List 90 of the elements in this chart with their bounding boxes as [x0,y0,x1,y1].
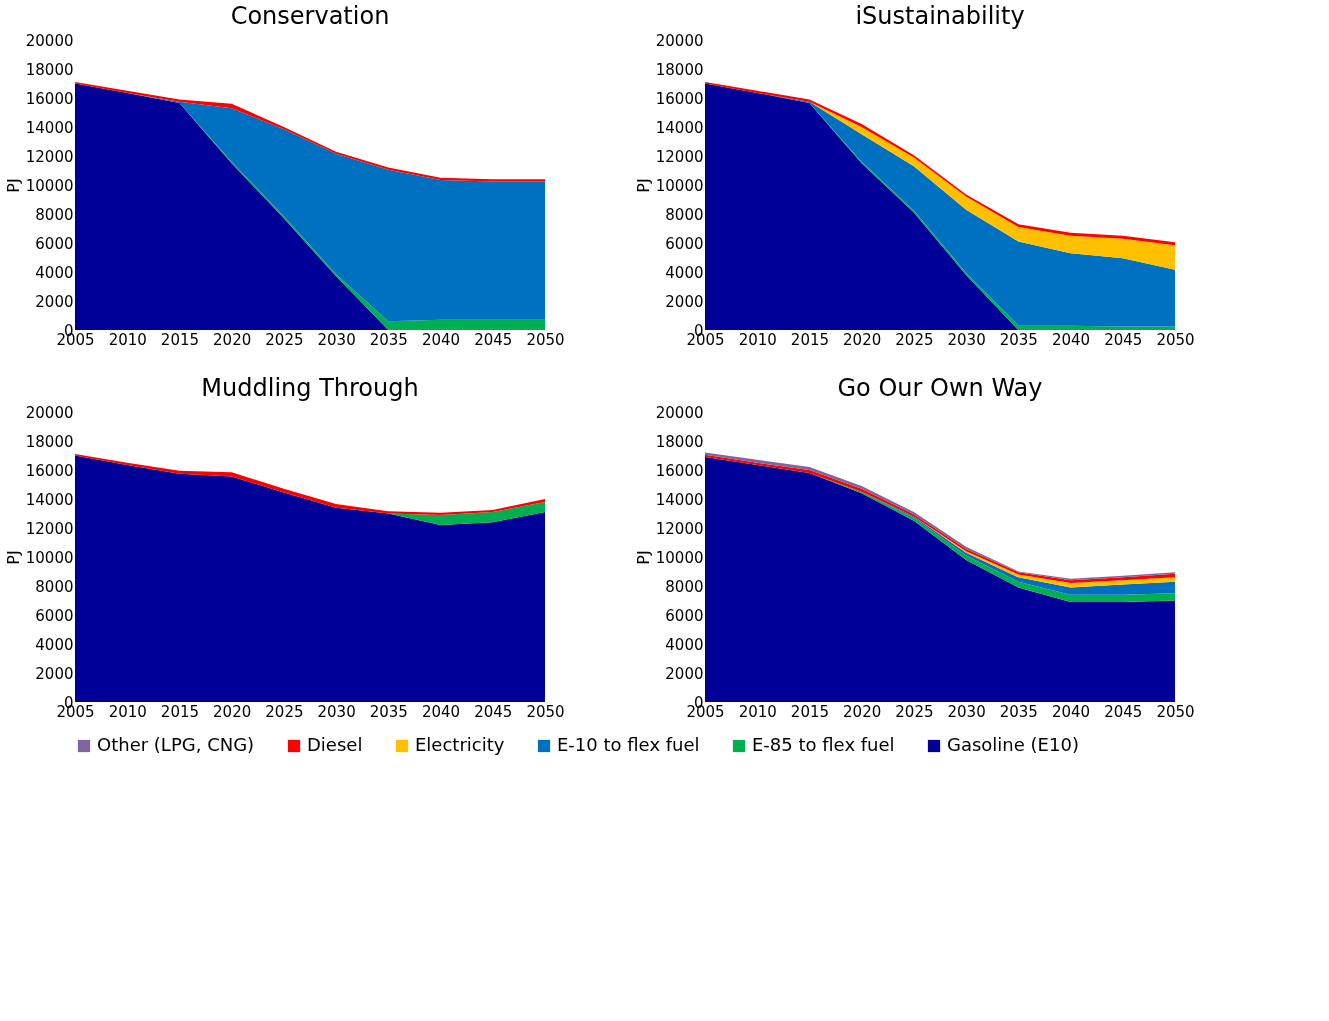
chart-title: Muddling Through [201,374,419,402]
y-tick-label: 8000 [665,205,704,224]
x-tick-label: 2015 [790,330,830,349]
legend-label: Diesel [307,734,363,755]
y-tick-label: 20000 [655,403,704,422]
y-tick-label: 4000 [665,263,704,282]
y-axis-title: PJ [633,550,653,565]
y-tick-label: 4000 [35,635,74,654]
y-tick-label: 2000 [665,664,704,683]
y-tick-label: 16000 [655,89,704,108]
legend-label: Electricity [415,734,505,755]
y-tick-label: 10000 [25,548,74,567]
x-tick-label: 2040 [421,702,461,721]
y-tick-label: 2000 [665,292,704,311]
x-tick-label: 2040 [1051,330,1091,349]
y-tick-label: 12000 [25,519,74,538]
y-tick-label: 20000 [655,31,704,50]
y-tick-label: 2000 [35,292,74,311]
y-tick-label: 20000 [25,31,74,50]
x-tick-label: 2025 [895,702,934,721]
x-tick-label: 2045 [474,702,513,721]
y-tick-label: 6000 [665,234,704,253]
chart-title: Conservation [230,2,390,30]
y-axis-title: PJ [3,550,23,565]
x-tick-label: 2050 [526,330,565,349]
y-tick-label: 8000 [35,577,74,596]
x-tick-label: 2035 [999,330,1038,349]
y-tick-label: 6000 [35,234,74,253]
x-tick-label: 2045 [474,330,513,349]
y-tick-label: 18000 [25,60,74,79]
x-tick-label: 2010 [738,330,777,349]
x-tick-label: 2050 [1156,330,1195,349]
y-tick-label: 16000 [25,461,74,480]
x-tick-label: 2015 [160,330,200,349]
x-tick-label: 2010 [738,702,777,721]
y-tick-label: 20000 [25,403,74,422]
y-tick-label: 6000 [35,606,74,625]
y-tick-label: 8000 [35,205,74,224]
y-tick-label: 10000 [25,176,74,195]
y-tick-label: 10000 [655,548,704,567]
x-tick-label: 2030 [947,330,986,349]
x-tick-label: 2035 [999,702,1038,721]
y-axis-title: PJ [3,178,23,193]
y-tick-label: 12000 [655,519,704,538]
y-tick-label: 14000 [655,118,704,137]
x-tick-label: 2050 [526,702,565,721]
legend-label: Gasoline (E10) [947,734,1079,755]
y-tick-label: 14000 [25,490,74,509]
x-tick-label: 2025 [895,330,934,349]
x-tick-label: 2035 [369,702,408,721]
x-tick-label: 2025 [265,330,304,349]
y-tick-label: 14000 [25,118,74,137]
y-tick-label: 6000 [665,606,704,625]
y-tick-label: 10000 [655,176,704,195]
x-tick-label: 2020 [843,330,882,349]
y-tick-label: 16000 [655,461,704,480]
x-tick-label: 2040 [1051,702,1091,721]
x-tick-label: 2045 [1104,330,1143,349]
y-tick-label: 4000 [665,635,704,654]
y-tick-label: 18000 [655,60,704,79]
legend-label: E-85 to flex fuel [752,734,895,755]
y-tick-label: 16000 [25,89,74,108]
x-tick-label: 2050 [1156,702,1195,721]
y-tick-label: 8000 [665,577,704,596]
x-tick-label: 2025 [265,702,304,721]
y-tick-label: 12000 [655,147,704,166]
y-axis-title: PJ [633,178,653,193]
y-tick-label: 2000 [35,664,74,683]
x-tick-label: 2020 [843,702,882,721]
x-tick-label: 2010 [108,702,147,721]
x-tick-label: 2030 [947,702,986,721]
x-tick-label: 2040 [421,330,461,349]
y-tick-label: 18000 [655,432,704,451]
y-tick-label: 4000 [35,263,74,282]
y-tick-label: 12000 [25,147,74,166]
x-tick-label: 2030 [317,702,356,721]
chart-title: iSustainability [855,2,1025,30]
x-tick-label: 2045 [1104,702,1143,721]
x-tick-label: 2020 [213,702,252,721]
x-tick-label: 2015 [160,702,200,721]
x-tick-label: 2010 [108,330,147,349]
y-tick-label: 14000 [655,490,704,509]
legend-label: E-10 to flex fuel [557,734,700,755]
x-tick-label: 2020 [213,330,252,349]
x-tick-label: 2035 [369,330,408,349]
x-tick-label: 2015 [790,702,830,721]
chart-title: Go Our Own Way [837,374,1043,402]
legend-label: Other (LPG, CNG) [97,734,255,755]
y-tick-label: 18000 [25,432,74,451]
x-tick-label: 2030 [317,330,356,349]
